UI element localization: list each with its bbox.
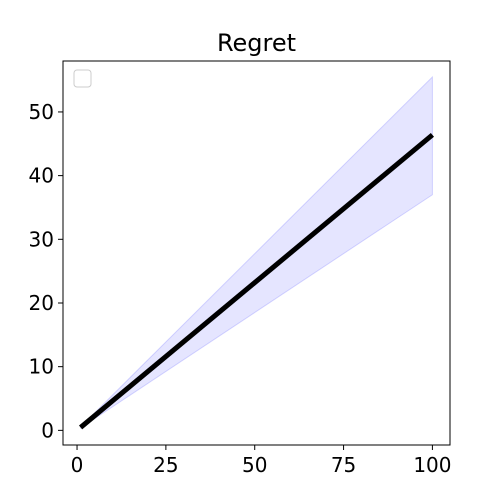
y-tick-label: 40	[29, 164, 54, 188]
x-tick-label: 0	[71, 453, 84, 477]
regret-line	[78, 132, 435, 430]
chart-title: Regret	[217, 29, 296, 57]
y-tick-label: 50	[29, 100, 54, 124]
legend	[73, 69, 92, 88]
plot-frame	[62, 60, 451, 446]
y-tick-label: 10	[29, 355, 54, 379]
y-tick-label: 0	[41, 418, 54, 442]
y-tick-label: 30	[29, 227, 54, 251]
y-axis: 0 10 20 30 40 50	[29, 100, 63, 442]
x-tick-label: 75	[331, 453, 356, 477]
plot-area	[62, 60, 451, 446]
x-tick-label: 100	[413, 453, 451, 477]
y-tick-label: 20	[29, 291, 54, 315]
x-tick-label: 50	[242, 453, 267, 477]
confidence-band	[80, 75, 433, 429]
x-tick-label: 25	[153, 453, 178, 477]
x-axis: 0 25 50 75 100	[71, 445, 452, 477]
